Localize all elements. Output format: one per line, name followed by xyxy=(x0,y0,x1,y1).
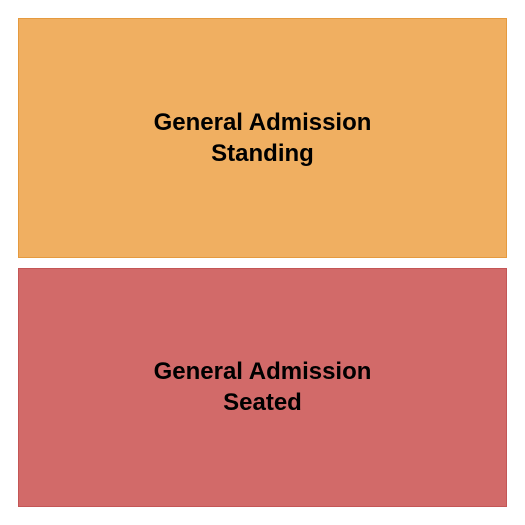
seating-section-standing[interactable]: General AdmissionStanding xyxy=(18,18,507,258)
section-label: General AdmissionSeated xyxy=(154,356,372,418)
seating-section-seated[interactable]: General AdmissionSeated xyxy=(18,268,507,508)
section-label: General AdmissionStanding xyxy=(154,107,372,169)
